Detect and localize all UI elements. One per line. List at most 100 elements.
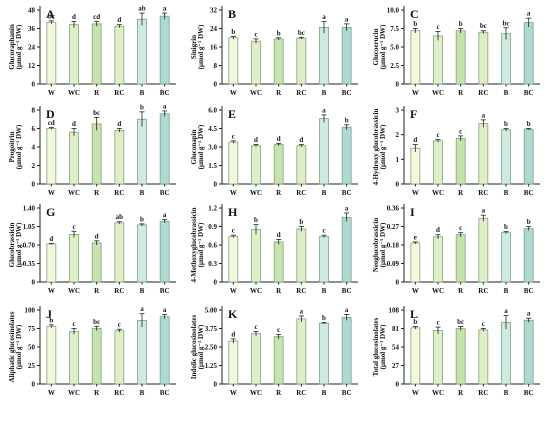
x-tick-label: B <box>322 287 327 295</box>
x-tick-label: WC <box>432 389 444 397</box>
y-tick-label: 0.09 <box>387 260 400 268</box>
y-tick-label: 1.40 <box>23 205 36 213</box>
x-tick-label: B <box>504 287 509 295</box>
bar <box>478 217 489 283</box>
x-tick-label: W <box>48 89 55 97</box>
bar <box>251 40 261 85</box>
y-tick-label: 1 <box>396 156 400 164</box>
significance-letter: a <box>300 307 304 315</box>
y-tick-label: 5.0 <box>390 44 399 52</box>
y-tick-label: 24 <box>28 44 36 52</box>
panel-letter: A <box>46 7 55 21</box>
x-tick-label: WC <box>250 389 262 397</box>
significance-letter: b <box>277 29 281 37</box>
bar <box>433 35 443 85</box>
bar <box>501 321 511 385</box>
x-tick-label: W <box>412 89 419 97</box>
significance-letter: b <box>527 218 531 226</box>
y-axis-label: 4-Methoxyglucobrassicin <box>190 207 198 282</box>
panel-G: 0 0.35 0.70 1.05 1.40 Glucobrassicin (μmol g⁻¹… <box>8 204 176 295</box>
y-axis-unit: (μmol g⁻¹ DW) <box>15 24 23 69</box>
bar <box>114 222 125 283</box>
y-tick-label: 0 <box>214 81 218 89</box>
panel-I: 0 0.09 0.18 0.27 0.36 Neoglucobrassicin (μmol … <box>372 204 540 295</box>
significance-letter: d <box>277 231 281 239</box>
x-tick-label: RC <box>114 189 124 197</box>
x-tick-label: RC <box>114 287 124 295</box>
significance-letter: b <box>140 215 144 223</box>
bar <box>433 236 443 283</box>
x-tick-label: WC <box>250 287 262 295</box>
significance-letter: b <box>299 218 303 226</box>
panel-H: 0 0.3 0.6 0.9 1.2 4-Methoxyglucobrassicin (μmo… <box>190 204 358 295</box>
significance-letter: cd <box>93 13 100 21</box>
bar <box>251 229 261 283</box>
significance-letter: c <box>482 320 485 328</box>
panel-letter: L <box>410 307 418 321</box>
bar <box>319 26 329 85</box>
y-tick-label: 8 <box>214 62 218 70</box>
significance-letter: a <box>163 211 167 219</box>
x-tick-label: B <box>504 389 509 397</box>
x-tick-label: BC <box>342 287 352 295</box>
panel-D: 0 2 4 6 8 Progoitrin (μmol g⁻¹ DW) Dcd Wd WC bc Rd R… <box>8 102 176 197</box>
significance-letter: bc <box>298 29 305 37</box>
bar <box>410 147 421 185</box>
significance-letter: a <box>322 13 326 21</box>
x-tick-label: BC <box>160 189 170 197</box>
significance-letter: d <box>117 120 121 128</box>
significance-letter: c <box>72 320 75 328</box>
bar <box>296 37 307 85</box>
y-tick-label: 100 <box>25 307 36 315</box>
x-tick-label: WC <box>68 287 80 295</box>
significance-letter: b <box>231 28 235 36</box>
significance-letter: d <box>117 16 121 24</box>
y-tick-label: 1.2 <box>208 205 217 213</box>
significance-letter: a <box>482 207 486 215</box>
x-tick-label: BC <box>160 389 170 397</box>
significance-letter: c <box>436 319 439 327</box>
significance-letter: c <box>254 30 257 38</box>
x-tick-label: W <box>230 287 237 295</box>
y-tick-label: 3 <box>396 107 400 115</box>
significance-letter: a <box>504 307 508 315</box>
x-tick-label: BC <box>342 389 352 397</box>
y-tick-label: 6.0 <box>208 107 217 115</box>
significance-letter: c <box>118 321 121 329</box>
x-tick-label: R <box>276 89 282 97</box>
bar <box>91 23 102 85</box>
bar <box>228 235 239 283</box>
significance-letter: c <box>72 223 75 231</box>
panel-E: 0 1.5 3.0 4.5 6.0 Gluconapin (μmol g⁻¹ DW) Ec Wd… <box>190 106 358 197</box>
y-tick-label: 0.9 <box>208 223 217 231</box>
significance-letter: d <box>231 330 235 338</box>
significance-letter: d <box>254 136 258 144</box>
x-tick-label: WC <box>432 189 444 197</box>
x-tick-label: B <box>504 189 509 197</box>
bar <box>296 228 307 283</box>
significance-letter: c <box>459 224 462 232</box>
x-tick-label: RC <box>478 389 488 397</box>
x-tick-label: RC <box>296 89 306 97</box>
x-tick-label: RC <box>114 389 124 397</box>
bar <box>455 328 466 385</box>
bar <box>410 242 421 283</box>
x-tick-label: WC <box>250 89 262 97</box>
y-axis-label: Gluconapin <box>190 129 198 164</box>
y-tick-label: 0 <box>32 279 36 287</box>
y-axis-unit: (μmol g⁻¹ DW) <box>197 324 205 369</box>
y-tick-label: 36 <box>28 25 36 33</box>
y-tick-label: 4.5 <box>208 125 217 133</box>
x-tick-label: RC <box>114 89 124 97</box>
y-tick-label: 48 <box>28 7 36 15</box>
y-tick-label: 0.18 <box>387 242 400 250</box>
bar <box>523 22 534 85</box>
x-tick-label: RC <box>478 287 488 295</box>
y-tick-label: 81 <box>392 325 400 333</box>
y-axis-unit: (μmol g⁻¹ DW) <box>15 222 23 267</box>
y-axis-unit: (μmol g⁻¹ DW) <box>15 124 23 169</box>
significance-letter: c <box>254 323 257 331</box>
y-tick-label: 2.5 <box>390 62 399 70</box>
y-tick-label: 0 <box>214 181 218 189</box>
y-axis-label: Sinigrin <box>190 35 198 59</box>
